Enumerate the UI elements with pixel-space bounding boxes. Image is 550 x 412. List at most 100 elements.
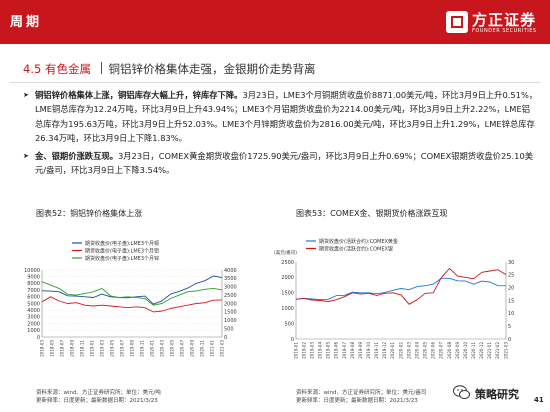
y-tick-label-right: 5 [508,324,511,330]
y-tick-label-right: 3000 [224,285,237,291]
y-tick-label-right: 500 [224,326,234,332]
y-tick-label-left: 6000 [27,295,40,301]
bullet-arrow-icon: ➤ [23,152,29,161]
bullet-body: 3月23日，COMEX黄金期货收盘价1725.90美元/盎司，环比3月9日上升0… [35,151,534,176]
y-tick-label-left: 7000 [27,288,40,294]
x-tick-label: 2019-09 [129,340,134,357]
footnote-line: 资料来源：wind、方正证券研究所；单位：美元/盎司 [296,390,427,396]
y-tick-label-left: 2000 [27,321,40,327]
bullet-item: ➤ 铜铝锌价格集体上涨，铜铝库存大幅上升，锌库存下降。3月23日，LME3个月铜… [23,88,538,145]
legend-label: 期货收盘价(电子盘):LME3个月铝 [85,247,159,254]
left-chart-title: 图表52：铜铝锌价格集体上涨 [36,209,143,218]
x-tick-label: 2020-04 [414,342,419,359]
x-tick-label: 2020-09 [189,340,194,357]
bullet-body: 3月23日，LME3个月铜期货收盘价8871.00美元/吨，环比3月9日上升0.… [35,90,538,143]
legend-label: 期货收盘价(电子盘):LME3个月铜 [85,240,159,247]
bullet-lead: 铜铝锌价格集体上涨，铜铝库存大幅上升，锌库存下降。 [35,90,243,100]
y-tick-label-right: 2500 [224,293,237,299]
x-tick-label: 2020-03 [406,342,411,359]
footnote-line: 更新频率：日度更新；最新数据日期：2021/3/23 [296,398,418,404]
x-tick-label: 2019-06 [334,342,339,359]
x-tick-label: 2020-03 [159,340,164,357]
footnote-line: 资料来源：wind、方正证券研究所；单位：美元/吨 [36,390,161,396]
x-tick-label: 2019-09 [358,342,363,359]
y-tick-label-left: 9000 [27,275,40,281]
logo-text-en: FOUNDER SECURITIES [472,28,537,34]
x-tick-label: 2020-12 [479,342,484,359]
x-tick-label: 2019-01 [293,342,298,359]
x-tick-label: 2018-05 [49,340,54,357]
x-tick-label: 2018-11 [79,340,84,357]
divider [10,82,540,83]
x-tick-label: 2021-03 [503,342,508,359]
x-tick-label: 2020-05 [169,340,174,357]
metals-price-chart: 1000090008000700060005000400030002000100… [24,240,237,357]
left-footnote: 资料来源：wind、方正证券研究所；单位：美元/吨 更新频率：日度更新；最新数据… [36,389,161,405]
footnote-line: 更新频率：日度更新；最新数据日期：2021/3/23 [36,398,158,404]
watermark-text: 策略研究 [475,388,519,401]
x-tick-label: 2021-01 [487,342,492,359]
x-tick-label: 2019-02 [301,342,306,359]
logo-text-cn: 方正证券 [472,11,537,29]
y-tick-label-right: 25 [508,273,514,279]
y-tick-label-left: 1000 [27,328,40,334]
y-tick-label-left: 500 [284,321,294,327]
y-tick-label-left: 5000 [27,301,40,307]
y-tick-label-left: 3000 [27,315,40,321]
y-tick-label-left: 10000 [24,268,40,274]
right-footnote: 资料来源：wind、方正证券研究所；单位：美元/盎司 更新频率：日度更新；最新数… [296,389,426,405]
y-axis-unit-label: (美元/盎司) [274,249,297,256]
x-tick-label: 2020-10 [463,342,468,359]
y-tick-label-right: 20 [508,285,514,291]
divider [100,62,103,74]
y-tick-label-left: 0 [37,335,40,341]
x-tick-label: 2019-05 [326,342,331,359]
x-tick-label: 2020-05 [423,342,428,359]
logo-icon [446,11,468,33]
x-tick-label: 2021-02 [495,342,500,359]
x-tick-label: 2020-06 [431,342,436,359]
series-line [295,277,507,301]
y-tick-label-right: 3500 [224,276,237,282]
x-tick-label: 2019-04 [318,342,323,359]
page-number: 41 [534,396,544,404]
x-tick-label: 2019-08 [350,342,355,359]
x-tick-label: 2019-05 [109,340,114,357]
bullet-lead: 金、银期价涨跌互现。 [35,151,118,162]
y-tick-label-left: 8000 [27,281,40,287]
wechat-icon [453,385,470,399]
y-tick-label-right: 0 [224,335,227,341]
y-tick-label-right: 1000 [224,318,237,324]
y-tick-label-right: 1500 [224,310,237,316]
x-tick-label: 2020-01 [390,342,395,359]
bullet-arrow-icon: ➤ [23,91,29,99]
y-tick-label-right: 10 [508,311,514,317]
x-tick-label: 2021-01 [209,340,214,357]
x-tick-label: 2019-03 [99,340,104,357]
x-tick-label: 2019-11 [139,340,144,357]
x-tick-label: 2018-03 [39,340,44,357]
legend-label: 期货收盘价(活跃合约):COMEX黄金 [319,238,398,245]
bullet-list: ➤ 铜铝锌价格集体上涨，铜铝库存大幅上升，锌库存下降。3月23日，LME3个月铜… [23,88,538,182]
x-tick-label: 2018-09 [69,340,74,357]
company-logo: 方正证券 FOUNDER SECURITIES [446,7,540,39]
x-tick-label: 2020-11 [471,342,476,359]
x-tick-label: 2019-07 [342,342,347,359]
y-tick-label-right: 2000 [224,301,237,307]
y-tick-label-right: 15 [508,298,514,304]
legend-label: 期货收盘价(活跃合约):COMEX银 [319,245,393,252]
x-tick-label: 2021-03 [219,340,224,357]
x-tick-label: 2020-02 [398,342,403,359]
subheading-title: 铜铝锌价格集体走强，金银期价走势背离 [108,62,316,76]
gold-silver-price-chart: (美元/盎司)250020001500100050003025201510502… [274,238,514,359]
x-tick-label: 2020-09 [455,342,460,359]
legend-label: 期货收盘价(电子盘):LME3个月锌 [85,255,159,262]
header-bar: 周期 方正证券 FOUNDER SECURITIES [0,0,550,44]
x-tick-label: 2019-11 [374,342,379,359]
x-tick-label: 2018-07 [59,340,64,357]
y-tick-label-right: 0 [508,337,511,343]
x-tick-label: 2019-03 [309,342,314,359]
right-chart-title: 图表53：COMEX金、银期货价格涨跌互现 [296,209,448,218]
x-tick-label: 2019-12 [382,342,387,359]
x-tick-label: 2020-07 [179,340,184,357]
